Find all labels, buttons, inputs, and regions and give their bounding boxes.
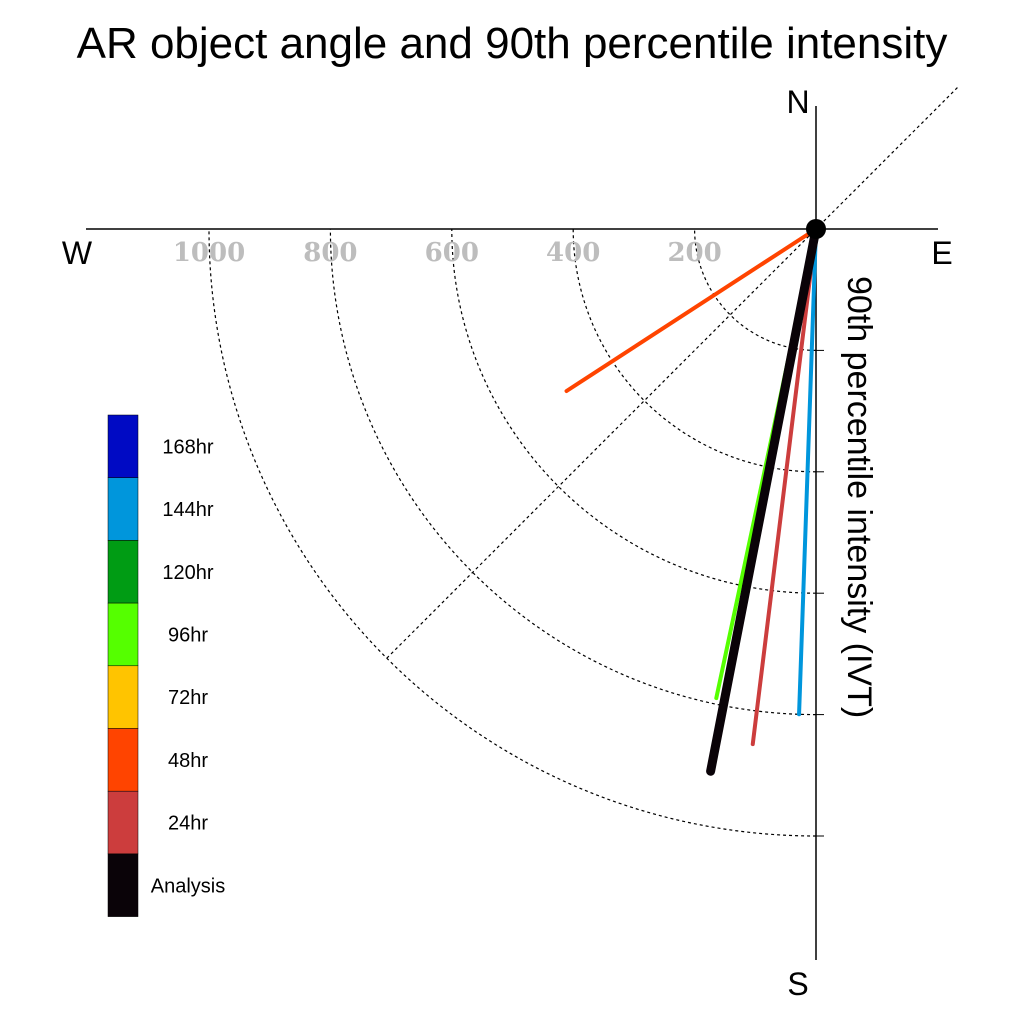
legend-swatch-120hr: [107, 540, 139, 604]
legend-swatch-72hr: [107, 665, 139, 729]
radial-tick-label: 800: [303, 238, 357, 268]
legend-label-analysis: Analysis: [151, 875, 225, 897]
vector-24hr: [750, 227, 818, 747]
series-vectors: [564, 224, 821, 776]
radial-tick-label: 600: [425, 238, 479, 268]
legend-label-168hr: 168hr: [162, 436, 213, 458]
chart-title: AR object angle and 90th percentile inte…: [77, 19, 948, 68]
grid-arc: [572, 228, 817, 473]
radial-tick-label: 400: [546, 238, 600, 268]
origin-marker: [806, 219, 826, 239]
radial-tick-labels: 200 400 600 800 1000: [173, 238, 722, 268]
legend-label-48hr: 48hr: [168, 750, 208, 772]
diagonal-reference-line: [386, 87, 958, 659]
legend-label-120hr: 120hr: [162, 562, 213, 584]
grid-arc: [329, 228, 817, 716]
compass-north-label: N: [786, 84, 809, 120]
polar-grid: [208, 87, 958, 837]
legend: 168hr 144hr 120hr 96hr 72hr 48hr 24hr Analysis: [107, 414, 225, 917]
grid-arc: [451, 228, 817, 594]
legend-swatch-96hr: [107, 602, 139, 667]
legend-label-96hr: 96hr: [168, 624, 208, 646]
vector-analysis: [706, 224, 821, 776]
legend-label-24hr: 24hr: [168, 813, 208, 835]
legend-swatch-analysis: [107, 853, 139, 917]
legend-swatch-168hr: [107, 414, 139, 478]
vector-144hr: [797, 227, 818, 717]
compass-west-label: W: [62, 235, 93, 271]
legend-label-72hr: 72hr: [168, 687, 208, 709]
compass-south-label: S: [787, 966, 808, 1002]
radial-tick-label: 200: [667, 238, 721, 268]
radial-axis-label: 90th percentile intensity (IVT): [840, 276, 878, 718]
legend-swatch-48hr: [107, 728, 139, 792]
legend-label-144hr: 144hr: [162, 499, 213, 521]
legend-swatch-144hr: [107, 477, 139, 541]
legend-swatch-24hr: [107, 790, 139, 855]
radial-tick-label: 1000: [173, 238, 245, 268]
compass-east-label: E: [931, 235, 952, 271]
vector-48hr: [564, 227, 818, 393]
